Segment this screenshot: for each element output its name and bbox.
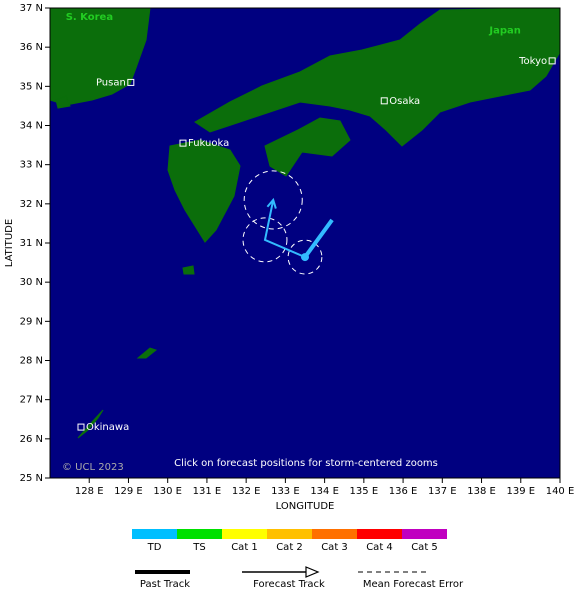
y-tick-label: 29 N: [20, 316, 43, 327]
scale-label: TS: [192, 542, 205, 553]
y-tick-label: 35 N: [20, 81, 43, 92]
x-tick-label: 140 E: [546, 486, 575, 497]
scale-swatch: [402, 529, 447, 539]
legend-label: Past Track: [140, 579, 190, 590]
scale-label: Cat 1: [231, 542, 258, 553]
land: [49, 7, 561, 439]
scale-swatch: [312, 529, 357, 539]
copyright: © UCL 2023: [62, 462, 124, 473]
y-tick-label: 28 N: [20, 356, 43, 367]
y-tick-label: 26 N: [20, 434, 43, 445]
error-circle: [242, 217, 288, 263]
legend-symbols: [135, 566, 430, 578]
x-tick-label: 139 E: [506, 486, 535, 497]
city-label: Osaka: [389, 96, 420, 107]
x-axis-title: LONGITUDE: [276, 501, 335, 512]
past-track: [303, 218, 334, 259]
city-label: Pusan: [96, 77, 126, 88]
x-tick-label: 133 E: [271, 486, 300, 497]
scale-label: Cat 3: [321, 542, 348, 553]
y-axis-title: LATITUDE: [4, 219, 15, 267]
city-marker: [127, 78, 135, 86]
x-tick-label: 134 E: [310, 486, 339, 497]
y-tick-label: 31 N: [20, 238, 43, 249]
city-label: Okinawa: [86, 422, 129, 433]
error-circle: [243, 170, 303, 230]
y-tick-label: 36 N: [20, 42, 43, 53]
city-marker: [548, 57, 556, 65]
instruction: Click on forecast positions for storm-ce…: [174, 458, 438, 469]
forecast-arrowhead: [266, 197, 277, 209]
current-position[interactable]: [301, 253, 309, 262]
y-tick-label: 25 N: [20, 473, 43, 484]
scale-label: TD: [147, 542, 162, 553]
legend-label: Mean Forecast Error: [363, 579, 464, 590]
scale-swatch: [177, 529, 222, 539]
error-circle: [287, 239, 323, 275]
scale-label: Cat 4: [366, 542, 393, 553]
y-tick-label: 37 N: [20, 3, 43, 14]
legend-label: Forecast Track: [253, 579, 325, 590]
city-label: Fukuoka: [188, 138, 229, 149]
country-label: Japan: [488, 26, 521, 37]
city-marker: [179, 139, 187, 147]
scale-swatch: [132, 529, 177, 539]
x-tick-label: 137 E: [428, 486, 457, 497]
x-tick-label: 132 E: [232, 486, 261, 497]
x-tick-label: 130 E: [153, 486, 182, 497]
scale-label: Cat 5: [411, 542, 438, 553]
x-tick-label: 128 E: [75, 486, 104, 497]
x-tick-label: 131 E: [193, 486, 222, 497]
y-tick-label: 32 N: [20, 199, 43, 210]
x-tick-label: 138 E: [467, 486, 496, 497]
scale-swatch: [357, 529, 402, 539]
forecast-track: [263, 199, 306, 259]
x-tick-label: 135 E: [350, 486, 379, 497]
x-tick-label: 129 E: [114, 486, 143, 497]
city-marker: [380, 97, 388, 105]
city-label: Tokyo: [518, 56, 547, 67]
country-label: S. Korea: [66, 12, 113, 23]
y-tick-label: 27 N: [20, 395, 43, 406]
x-tick-label: 136 E: [389, 486, 418, 497]
y-tick-label: 33 N: [20, 160, 43, 171]
scale-swatch: [267, 529, 312, 539]
scale-swatch: [222, 529, 267, 539]
y-tick-label: 30 N: [20, 277, 43, 288]
y-tick-label: 34 N: [20, 121, 43, 132]
city-marker: [77, 423, 85, 431]
scale-label: Cat 2: [276, 542, 303, 553]
